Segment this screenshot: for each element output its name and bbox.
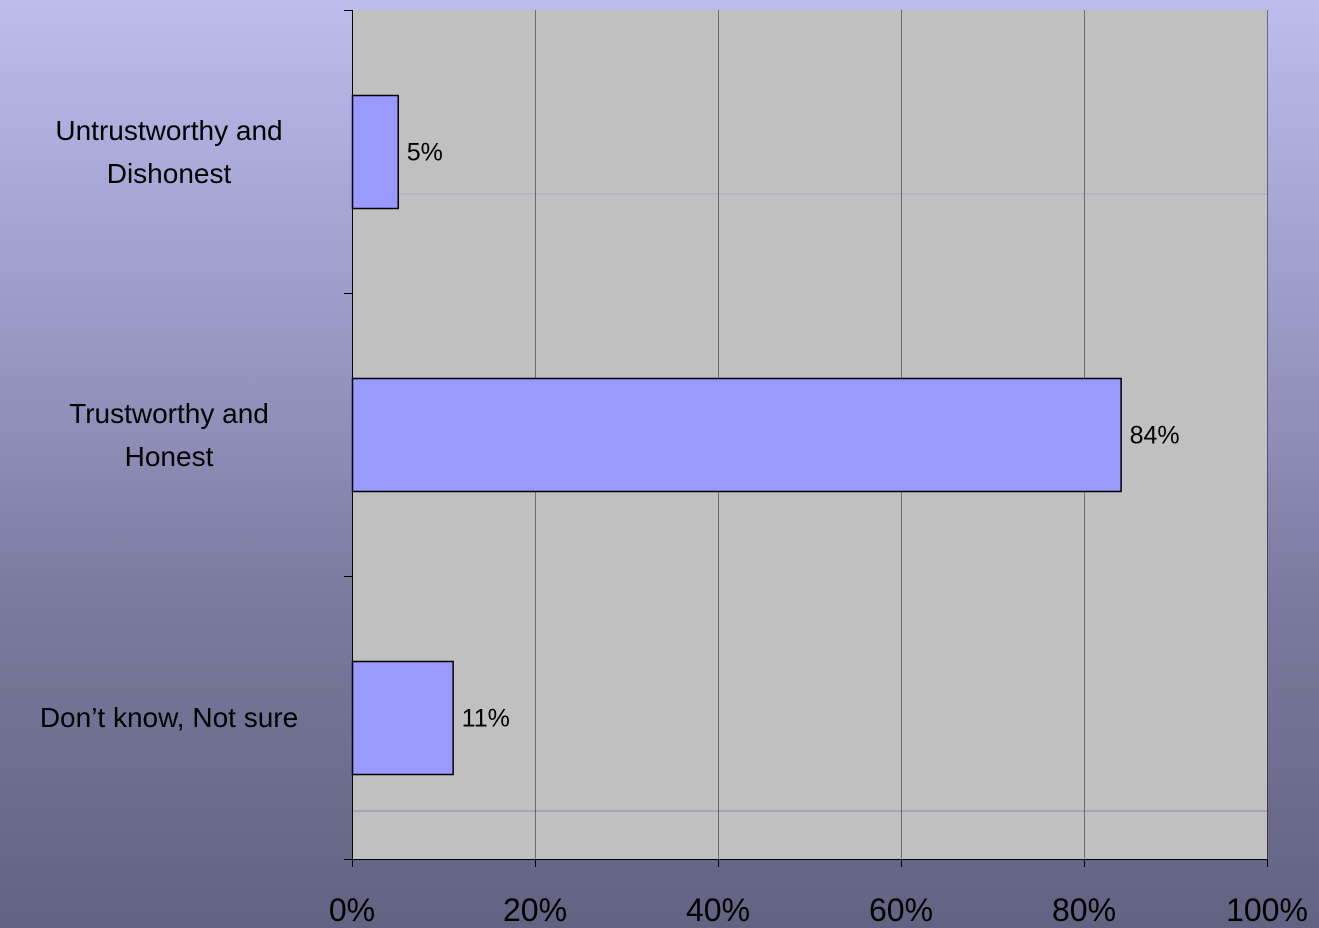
category-label-line: Untrustworthy and: [55, 114, 283, 146]
category-label-line: Trustworthy and: [69, 397, 269, 429]
data-label: 11%: [462, 705, 510, 733]
x-tick-label: 80%: [1052, 892, 1116, 928]
data-label: 84%: [1130, 422, 1180, 450]
bar: [351, 377, 1122, 493]
category-label: Untrustworthy and Dishonest: [4, 109, 334, 195]
x-tick-label: 100%: [1226, 892, 1308, 928]
category-label: Trustworthy and Honest: [4, 392, 334, 478]
x-tick-label: 60%: [869, 892, 933, 928]
category-label-line: Don’t know, Not sure: [39, 702, 299, 733]
category-label-line: Honest: [124, 440, 214, 472]
x-tick-label: 40%: [686, 892, 750, 928]
x-tick-label: 20%: [503, 892, 567, 928]
bar: [351, 94, 399, 210]
category-label: Don’t know, Not sure: [4, 696, 334, 739]
x-tick-label: 0%: [329, 892, 375, 928]
data-label: 5%: [407, 139, 443, 167]
bar: [351, 660, 454, 776]
category-label-line: Dishonest: [106, 157, 232, 189]
